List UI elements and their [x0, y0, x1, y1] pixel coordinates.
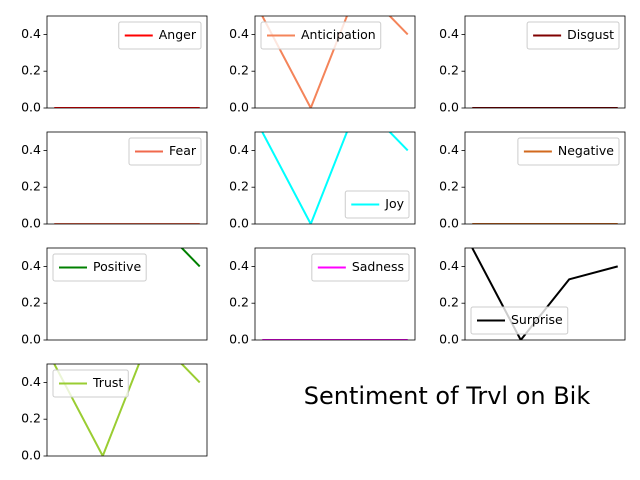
axes-frame — [46, 247, 208, 341]
legend: Anger — [118, 21, 202, 50]
y-tick-label: 0.0 — [229, 100, 249, 115]
legend-label: Negative — [558, 143, 614, 158]
legend-label: Fear — [169, 143, 197, 158]
y-tick-label: 0.4 — [439, 142, 459, 157]
subplot: 0.0 0.2 0.4 Joy — [229, 131, 416, 231]
legend-label: Anger — [159, 27, 197, 42]
legend: Fear — [128, 137, 202, 166]
y-tick-label: 0.0 — [439, 332, 459, 347]
series-line — [261, 132, 409, 224]
legend-box — [52, 369, 129, 398]
subplot: 0.0 0.2 0.4 Disgust — [439, 15, 626, 115]
legend-label: Sadness — [352, 259, 404, 274]
y-tick-label: 0.0 — [21, 332, 41, 347]
y-tick-label: 0.0 — [21, 216, 41, 231]
legend-label: Positive — [93, 259, 141, 274]
legend: Joy — [344, 190, 410, 219]
legend-label: Disgust — [567, 27, 614, 42]
axes-frame — [254, 131, 416, 225]
y-tick-label: 0.2 — [439, 295, 459, 310]
y-tick-label: 0.2 — [229, 179, 249, 194]
y-tick-label: 0.2 — [229, 63, 249, 78]
y-tick-label: 0.0 — [229, 216, 249, 231]
legend-box — [470, 306, 569, 335]
y-tick-label: 0.4 — [439, 26, 459, 41]
y-tick-label: 0.0 — [21, 100, 41, 115]
axes-frame — [254, 247, 416, 341]
y-tick-label: 0.2 — [439, 63, 459, 78]
axes-frame — [46, 15, 208, 109]
subplot: 0.0 0.2 0.4 Anger — [21, 15, 208, 115]
legend-label: Joy — [384, 196, 404, 211]
legend: Surprise — [470, 306, 569, 335]
legend: Trust — [52, 369, 129, 398]
legend: Negative — [517, 137, 620, 166]
y-tick-label: 0.4 — [229, 258, 249, 273]
y-tick-label: 0.4 — [21, 26, 41, 41]
axes-frame — [464, 247, 626, 341]
legend-box — [311, 253, 410, 282]
y-tick-label: 0.0 — [21, 448, 41, 463]
axes-frame — [46, 363, 208, 457]
subplot: 0.0 0.2 0.4 Sadness — [229, 247, 416, 347]
axes-frame — [464, 131, 626, 225]
y-tick-label: 0.2 — [229, 295, 249, 310]
subplot: 0.0 0.2 0.4 Negative — [439, 131, 626, 231]
subplot: 0.0 0.2 0.4 Positive — [21, 247, 208, 347]
y-tick-label: 0.2 — [21, 411, 41, 426]
y-tick-label: 0.4 — [21, 374, 41, 389]
subplot: 0.0 0.2 0.4 Surprise — [439, 247, 626, 347]
y-tick-label: 0.0 — [439, 100, 459, 115]
y-tick-label: 0.4 — [229, 142, 249, 157]
y-tick-label: 0.4 — [229, 26, 249, 41]
legend-box — [526, 21, 620, 50]
legend-box — [517, 137, 620, 166]
legend: Sadness — [311, 253, 410, 282]
legend-label: Anticipation — [301, 27, 376, 42]
subplot: 0.0 0.2 0.4 Fear — [21, 131, 208, 231]
y-tick-label: 0.2 — [21, 179, 41, 194]
legend: Anticipation — [260, 21, 382, 50]
y-tick-label: 0.0 — [439, 216, 459, 231]
y-tick-label: 0.4 — [21, 142, 41, 157]
subplot: 0.0 0.2 0.4 Trust — [21, 363, 208, 463]
legend: Disgust — [526, 21, 620, 50]
subplot: 0.0 0.2 0.4 Anticipation — [229, 15, 416, 115]
legend-label: Trust — [92, 375, 123, 390]
figure-title: Sentiment of Trvl on Bik — [304, 382, 591, 410]
legend-box — [52, 253, 147, 282]
y-tick-label: 0.4 — [439, 258, 459, 273]
legend-box — [118, 21, 202, 50]
axes-frame — [254, 15, 416, 109]
y-tick-label: 0.2 — [21, 63, 41, 78]
legend-box — [260, 21, 382, 50]
axes-frame — [46, 131, 208, 225]
legend-label: Surprise — [511, 312, 563, 327]
y-tick-label: 0.2 — [439, 179, 459, 194]
y-tick-label: 0.0 — [229, 332, 249, 347]
axes-frame — [464, 15, 626, 109]
y-tick-label: 0.2 — [21, 295, 41, 310]
y-tick-label: 0.4 — [21, 258, 41, 273]
legend-box — [128, 137, 202, 166]
legend: Positive — [52, 253, 147, 282]
